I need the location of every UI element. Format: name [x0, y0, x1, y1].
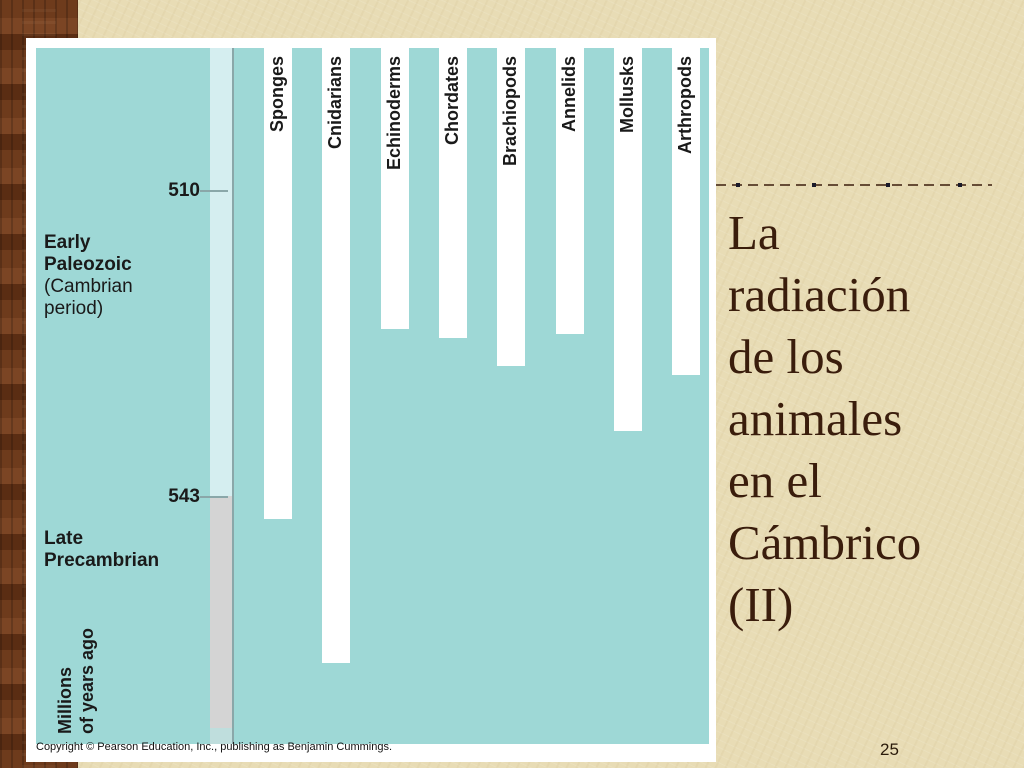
title-line-4: animales	[728, 391, 903, 446]
title-line-2: radiación	[728, 267, 911, 322]
title-line-1: La	[728, 205, 780, 260]
lineage-bar-chordates: Chordates	[439, 48, 467, 338]
copyright-notice: Copyright © Pearson Education, Inc., pub…	[36, 741, 393, 753]
lineage-bar-brachiopods: Brachiopods	[497, 48, 525, 366]
slide-title: La radiación de los animales en el Cámbr…	[728, 202, 1018, 636]
lineage-label-arthropods: Arthropods	[675, 56, 695, 154]
lineage-label-annelids: Annelids	[559, 56, 579, 133]
lineage-bar-echinoderms: Echinoderms	[381, 48, 409, 329]
era-early-line4: period)	[44, 298, 104, 319]
era-late-line1: Late	[44, 528, 84, 549]
era-late-precambrian: Late Precambrian	[44, 528, 159, 572]
tick-label-510: 510	[168, 180, 200, 201]
era-late-line2: Precambrian	[44, 550, 160, 571]
title-line-6: Cámbrico	[728, 515, 922, 570]
title-line-5: en el	[728, 453, 822, 508]
lineage-label-cnidarians: Cnidarians	[325, 56, 345, 150]
lineage-label-brachiopods: Brachiopods	[500, 56, 520, 167]
title-line-3: de los	[728, 329, 844, 384]
time-bar-tail	[210, 728, 232, 744]
lineage-bar-sponges: Sponges	[264, 48, 292, 519]
title-line-7: (II)	[728, 577, 794, 632]
time-bar	[210, 48, 234, 744]
axis-label-line1: Millions	[55, 667, 75, 734]
lineage-label-sponges: Sponges	[267, 56, 287, 133]
axis-label-millions: Millions of years ago	[54, 606, 184, 734]
precambrian-band	[210, 496, 232, 728]
tick-543	[200, 496, 228, 498]
cambrian-radiation-figure: 510 543 Early Paleozoic (Cambrian period…	[26, 38, 716, 762]
plot-area: 510 543 Early Paleozoic (Cambrian period…	[36, 48, 709, 744]
tick-label-543: 543	[168, 486, 200, 507]
era-early-line3: (Cambrian	[44, 276, 133, 297]
lineage-label-mollusks: Mollusks	[617, 56, 637, 134]
era-early-paleozoic: Early Paleozoic (Cambrian period)	[44, 232, 133, 320]
lineage-label-echinoderms: Echinoderms	[384, 56, 404, 171]
slide-number: 25	[880, 740, 899, 759]
lineage-bar-annelids: Annelids	[556, 48, 584, 334]
lineage-label-chordates: Chordates	[442, 56, 462, 146]
era-early-line1: Early	[44, 232, 91, 253]
dash-dot-divider	[716, 183, 992, 187]
tick-510	[200, 190, 228, 192]
axis-label-line2: of years ago	[77, 627, 97, 734]
lineage-bar-cnidarians: Cnidarians	[322, 48, 350, 663]
era-early-line2: Paleozoic	[44, 254, 132, 275]
lineage-bar-mollusks: Mollusks	[614, 48, 642, 431]
lineage-bar-arthropods: Arthropods	[672, 48, 700, 375]
